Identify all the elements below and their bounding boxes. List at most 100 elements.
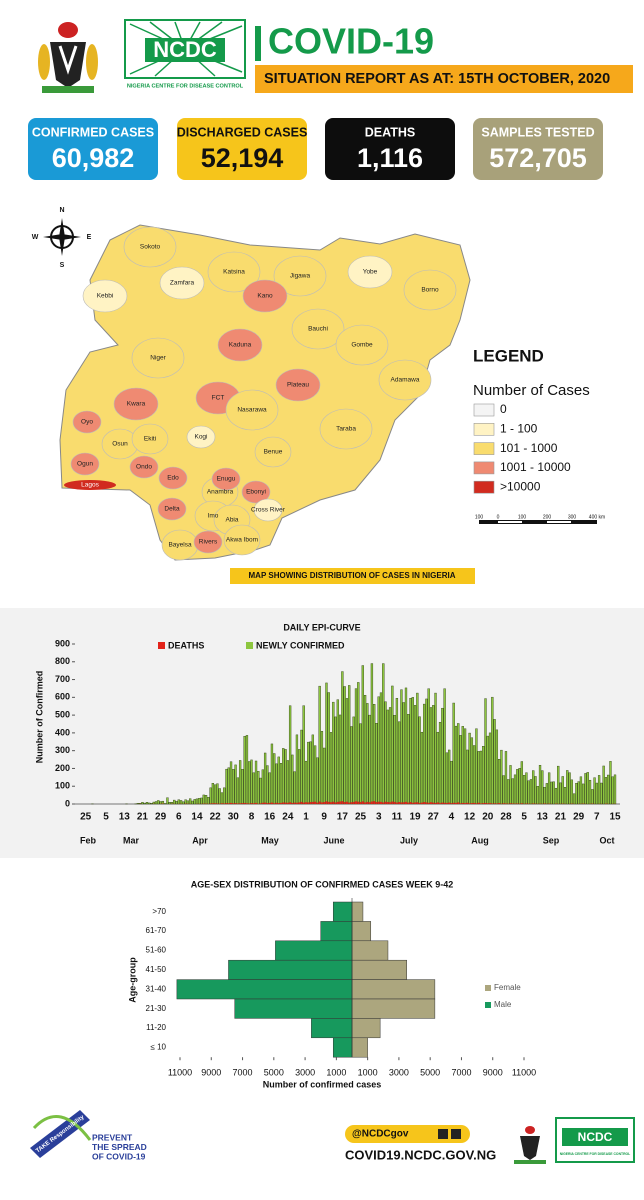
bar	[491, 696, 494, 805]
bar	[327, 692, 330, 805]
bar	[216, 803, 219, 804]
legend-label: 1 - 100	[500, 421, 538, 435]
bar	[154, 801, 158, 805]
x-tick-label: 7	[594, 812, 600, 823]
bar	[393, 715, 396, 805]
bar	[395, 802, 398, 804]
bar	[300, 729, 303, 805]
bar	[384, 801, 387, 804]
bar	[291, 754, 294, 805]
bar	[450, 760, 453, 805]
bar	[400, 802, 403, 804]
y-tick-label: 900	[55, 638, 70, 648]
state-shape	[253, 498, 283, 522]
scale-label: 300	[568, 514, 577, 520]
bar	[386, 709, 389, 805]
bar	[586, 772, 589, 805]
state-label: Sokoto	[140, 244, 161, 251]
bar	[466, 802, 469, 804]
state-shape	[131, 337, 185, 379]
x-tick-label: 5000	[420, 1067, 440, 1077]
x-tick-label: 14	[191, 812, 203, 823]
bar	[550, 781, 553, 805]
y-tick-label: 300	[55, 745, 70, 755]
bar	[145, 802, 149, 805]
bar	[298, 802, 301, 804]
bar	[377, 696, 380, 805]
bar	[236, 803, 239, 804]
states	[64, 226, 457, 561]
bar	[463, 728, 467, 805]
bar	[351, 959, 407, 980]
bar	[318, 801, 321, 804]
bar	[448, 749, 451, 805]
bar	[298, 749, 301, 805]
bar	[489, 803, 492, 804]
slogan-line: OF COVID-19	[92, 1151, 146, 1161]
bar	[284, 749, 287, 805]
bar	[423, 802, 426, 804]
bar	[384, 701, 387, 805]
state-label: Benue	[264, 449, 283, 456]
x-tick-label: 5	[521, 812, 527, 823]
bar	[425, 802, 428, 804]
bar	[373, 801, 376, 804]
bar	[313, 745, 317, 805]
bar	[228, 959, 353, 980]
bar	[559, 782, 562, 805]
compass-n: N	[59, 207, 64, 214]
bar	[305, 802, 307, 804]
x-tick-label: 1000	[326, 1067, 346, 1077]
bar	[554, 787, 558, 805]
bar	[407, 714, 410, 805]
state-shape	[242, 279, 288, 313]
bar	[202, 794, 205, 805]
legend-title: LEGEND	[473, 346, 544, 365]
bar	[604, 777, 608, 805]
state-shape	[123, 226, 177, 268]
bar	[502, 803, 505, 804]
x-tick-label: 3000	[389, 1067, 409, 1077]
compass-w: W	[32, 234, 39, 241]
bar	[538, 765, 542, 805]
state-shape	[64, 480, 116, 490]
bar	[427, 688, 430, 805]
scale-label: 200	[543, 514, 552, 520]
footer-logo-fill	[562, 1128, 628, 1146]
bar	[311, 734, 314, 805]
bar	[484, 698, 487, 805]
state-shape	[157, 497, 187, 521]
y-tick-label: 41-50	[146, 965, 167, 974]
month-label: Mar	[123, 835, 140, 845]
bar	[479, 750, 483, 805]
bar	[380, 801, 382, 804]
bar	[477, 751, 480, 805]
stat-label: CONFIRMED CASES	[32, 125, 154, 139]
bar	[330, 802, 332, 804]
state-label: Borno	[421, 287, 439, 294]
legend-subtitle: Number of Cases	[473, 382, 590, 399]
bar	[329, 732, 333, 805]
footer-logo-text: NCDC	[578, 1130, 613, 1144]
bar	[491, 803, 494, 804]
bar	[464, 803, 467, 804]
state-label: Enugu	[217, 476, 236, 483]
legend-label: 1001 - 10000	[500, 460, 571, 474]
state-label: Imo	[208, 513, 219, 520]
scale-bar-gap	[498, 521, 522, 523]
bar	[502, 775, 505, 805]
bar	[261, 802, 264, 804]
state-shape	[113, 387, 159, 421]
month-label: Apr	[192, 835, 208, 845]
state-label: Niger	[150, 355, 166, 362]
bar	[377, 801, 380, 804]
x-tick-label: 1	[303, 812, 309, 823]
bar	[459, 803, 462, 804]
bar	[164, 803, 167, 805]
bar	[566, 770, 569, 805]
bar	[430, 802, 432, 804]
compass	[43, 218, 81, 256]
bar	[611, 776, 614, 805]
bar	[405, 801, 407, 804]
legend-swatch	[158, 642, 165, 649]
